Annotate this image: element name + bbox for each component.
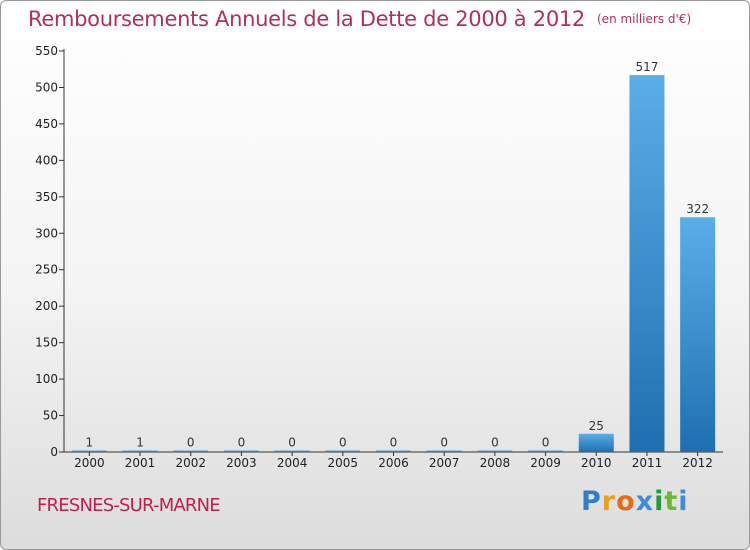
bar [173,450,209,452]
y-tick-label: 300 [35,226,58,240]
bar [680,217,716,452]
x-tick-label: 2008 [480,456,511,470]
logo-letter: r [601,486,617,517]
value-label: 322 [686,202,709,216]
bar [223,450,259,452]
y-tick-label: 100 [35,372,58,386]
logo-letter: i [678,486,689,517]
bar [629,75,665,452]
x-tick-label: 2006 [378,456,409,470]
bar [325,450,361,452]
value-label: 0 [187,436,195,450]
x-tick-label: 2012 [682,456,713,470]
y-tick-label: 250 [35,263,58,277]
y-tick-label: 550 [35,44,58,58]
bar [426,450,462,452]
value-label: 0 [288,436,296,450]
value-label: 0 [238,436,246,450]
x-tick-label: 2004 [277,456,308,470]
x-tick-label: 2005 [328,456,359,470]
chart-title-text: Remboursements Annuels de la Dette de 20… [28,7,585,31]
logo-letter: o [616,486,636,517]
location-name: FRESNES-SUR-MARNE [37,495,221,516]
value-label: 0 [339,436,347,450]
y-tick-label: 350 [35,190,58,204]
proxiti-logo: Proxiti [581,486,689,517]
bar [477,450,513,452]
bar [578,433,614,452]
value-label: 0 [542,436,550,450]
value-label: 517 [636,60,659,74]
y-tick-label: 500 [35,80,58,94]
bar-layer [71,75,716,452]
x-tick-label: 2000 [74,456,105,470]
bar [274,450,310,452]
x-tick-label: 2009 [530,456,561,470]
value-label: 0 [390,436,398,450]
chart-subtitle: (en milliers d'€) [597,12,692,26]
x-tick-label: 2001 [125,456,156,470]
bar [122,450,158,452]
y-tick-label: 0 [50,445,58,459]
logo-letter: t [664,486,679,517]
y-tick-label: 400 [35,153,58,167]
logo-letter: x [635,486,655,517]
x-tick-label: 2003 [226,456,257,470]
logo-letter: P [581,486,602,517]
x-tick-label: 2011 [632,456,663,470]
y-tick-label: 200 [35,299,58,313]
value-label: 0 [440,436,448,450]
logo-letter: i [654,486,665,517]
bar [71,450,107,452]
value-label: 0 [491,436,499,450]
x-tick-label: 2002 [175,456,206,470]
y-tick-label: 150 [35,336,58,350]
chart-title: Remboursements Annuels de la Dette de 20… [28,7,691,31]
y-tick-label: 450 [35,117,58,131]
value-label: 1 [136,436,144,450]
x-tick-label: 2010 [581,456,612,470]
x-tick-label: 2007 [429,456,460,470]
bar [376,450,411,452]
value-label: 25 [589,419,604,433]
label-layer: 1 2000 1 2001 0 2002 0 2003 0 2004 0 2005 0 2006 0 2007… [74,60,713,470]
value-label: 1 [86,436,94,450]
y-tick-label: 50 [43,409,58,423]
bar [528,450,564,452]
